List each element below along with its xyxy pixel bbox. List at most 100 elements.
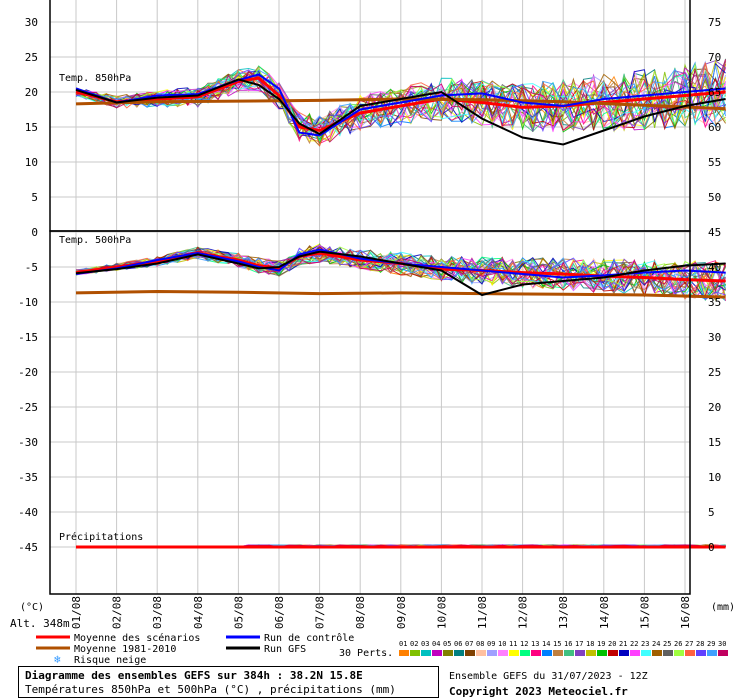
- pert-number: 02: [410, 640, 418, 648]
- y-tick-left: -25: [18, 401, 38, 414]
- pert-swatch: [575, 650, 585, 656]
- y-tick-left: -10: [18, 296, 38, 309]
- pert-swatch: [553, 650, 563, 656]
- chart-title: Diagramme des ensembles GEFS sur 384h : …: [25, 669, 363, 682]
- x-tick-date: 08/08: [354, 596, 367, 629]
- pert-swatch: [696, 650, 706, 656]
- y-tick-left: 30: [25, 16, 38, 29]
- series-line: [75, 73, 726, 137]
- y-tick-right: 35: [708, 296, 721, 309]
- pert-swatch: [509, 650, 519, 656]
- copyright: Copyright 2023 Meteociel.fr: [449, 685, 628, 698]
- y-tick-left: -5: [25, 261, 38, 274]
- pert-swatch: [586, 650, 596, 656]
- y-tick-left: -30: [18, 436, 38, 449]
- pert-swatch: [476, 650, 486, 656]
- pert-swatch: [619, 650, 629, 656]
- pert-swatch: [520, 650, 530, 656]
- pert-swatch: [531, 650, 541, 656]
- y-tick-left: -15: [18, 331, 38, 344]
- pert-swatch: [608, 650, 618, 656]
- pert-number: 25: [663, 640, 671, 648]
- snowflake-icon: ❄: [54, 653, 61, 666]
- y-tick-right: 5: [708, 506, 715, 519]
- x-tick-date: 03/08: [151, 596, 164, 629]
- x-tick-date: 16/08: [679, 596, 692, 629]
- y-tick-right: 25: [708, 366, 721, 379]
- ensemble-member-line: [75, 60, 726, 133]
- x-tick-date: 12/08: [517, 596, 530, 629]
- x-tick-date: 14/08: [598, 596, 611, 629]
- pert-swatch: [487, 650, 497, 656]
- chart-labels: 302520151050-5-10-15-20-25-30-35-40-4575…: [18, 16, 735, 629]
- pert-number: 30: [718, 640, 726, 648]
- y-tick-left: -45: [18, 541, 38, 554]
- x-tick-date: 11/08: [476, 596, 489, 629]
- y-tick-right: 45: [708, 226, 721, 239]
- pert-swatch: [641, 650, 651, 656]
- y-tick-right: 0: [708, 541, 715, 554]
- pert-number: 21: [619, 640, 627, 648]
- main-series: [75, 73, 726, 549]
- x-tick-date: 05/08: [232, 596, 245, 629]
- pert-number: 07: [465, 640, 473, 648]
- chart-grid: [50, 0, 690, 594]
- pert-number: 05: [443, 640, 451, 648]
- y-tick-right: 55: [708, 156, 721, 169]
- y-tick-left: -40: [18, 506, 38, 519]
- series-line: [75, 289, 726, 299]
- pert-swatch: [465, 650, 475, 656]
- pert-swatch: [410, 650, 420, 656]
- pert-swatch: [498, 650, 508, 656]
- pert-number: 04: [432, 640, 440, 648]
- pert-number: 22: [630, 640, 638, 648]
- x-tick-date: 04/08: [192, 596, 205, 629]
- ensemble-member-line: [75, 246, 726, 301]
- panel-label: Temp. 500hPa: [59, 235, 131, 246]
- series-line: [75, 248, 726, 279]
- series-line: [75, 78, 726, 146]
- y-tick-left: 5: [31, 191, 38, 204]
- ensemble-member-line: [75, 249, 726, 301]
- legend-label: Run GFS: [264, 644, 306, 655]
- chart-subtitle: Températures 850hPa et 500hPa (°C) , pré…: [25, 683, 396, 696]
- pert-number: 16: [564, 640, 572, 648]
- pert-number: 08: [476, 640, 484, 648]
- y-tick-right: 60: [708, 121, 721, 134]
- pert-swatch: [454, 650, 464, 656]
- y-tick-left: 25: [25, 51, 38, 64]
- pert-swatch: [564, 650, 574, 656]
- pert-number: 09: [487, 640, 495, 648]
- pert-swatch: [443, 650, 453, 656]
- panel-500-frame: [49, 230, 691, 595]
- pert-number: 01: [399, 640, 407, 648]
- legend-label: Moyenne 1981-2010: [74, 644, 176, 655]
- pert-swatch: [685, 650, 695, 656]
- pert-swatch: [663, 650, 673, 656]
- pert-swatch: [707, 650, 717, 656]
- pert-swatch: [399, 650, 409, 656]
- pert-number: 15: [553, 640, 561, 648]
- pert-number: 12: [520, 640, 528, 648]
- x-tick-date: 01/08: [70, 596, 83, 629]
- series-line: [75, 250, 726, 297]
- pert-number: 27: [685, 640, 693, 648]
- pert-number: 23: [641, 640, 649, 648]
- x-tick-date: 10/08: [435, 596, 448, 629]
- y-tick-right: 15: [708, 436, 721, 449]
- y-tick-right: 30: [708, 331, 721, 344]
- pert-number: 17: [575, 640, 583, 648]
- snow-risk-label: Risque neige: [74, 655, 146, 666]
- run-info: Ensemble GEFS du 31/07/2023 - 12Z: [449, 671, 648, 682]
- ensemble-member-line: [75, 62, 726, 137]
- y-tick-right: 65: [708, 86, 721, 99]
- y-tick-right: 70: [708, 51, 721, 64]
- x-tick-date: 15/08: [638, 596, 651, 629]
- perts-label: 30 Perts.: [339, 648, 393, 659]
- panel-label: Précipitations: [59, 531, 143, 543]
- x-tick-date: 06/08: [273, 596, 286, 629]
- y-tick-right: 50: [708, 191, 721, 204]
- y-tick-right: 10: [708, 471, 721, 484]
